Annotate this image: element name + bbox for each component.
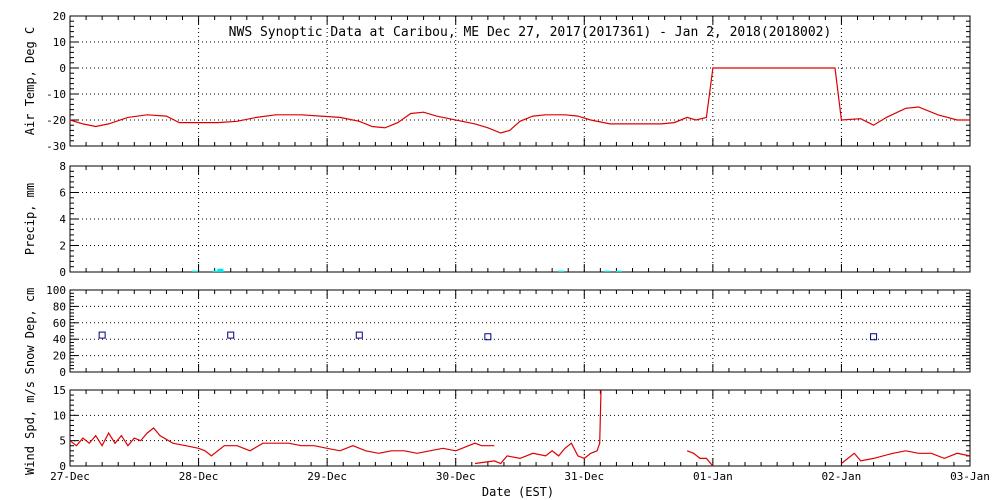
precip-bar (616, 270, 622, 272)
x-axis-label: Date (EST) (482, 485, 554, 499)
precip-ytick-label: 6 (59, 187, 66, 200)
air_temp-ytick-label: -30 (46, 140, 66, 153)
air_temp-ytick-label: -10 (46, 88, 66, 101)
snow_depth-ytick-label: 60 (53, 317, 66, 330)
air_temp-y-axis-label: Air Temp, Deg C (23, 27, 37, 135)
snow_depth-panel: 0 20 40 60 80 100 Snow Dep, cm (23, 284, 971, 379)
snow_depth-ytick-label: 20 (53, 350, 66, 363)
x-tick-label: 31-Dec (564, 470, 604, 483)
precip-bar (604, 270, 611, 272)
snow_depth-y-axis-label: Snow Dep, cm (23, 288, 37, 375)
precip-ytick-label: 4 (59, 213, 66, 226)
precip-y-axis-label: Precip, mm (23, 183, 37, 255)
snow_depth-point (484, 333, 492, 341)
snow_depth-point (98, 331, 106, 339)
precip-bar (558, 270, 565, 272)
wind_speed-series-line (841, 450, 971, 464)
wind_speed-ytick-label: 5 (59, 435, 66, 448)
x-tick-label: 03-Jan (950, 470, 990, 483)
x-tick-label: 28-Dec (179, 470, 219, 483)
air_temp-ytick-label: 20 (53, 10, 66, 23)
air_temp-ytick-label: -20 (46, 114, 66, 127)
x-tick-label: 27-Dec (50, 470, 90, 483)
x-tick-label: 01-Jan (693, 470, 733, 483)
wind_speed-series-line (69, 427, 495, 457)
snow_depth-ytick-label: 0 (59, 366, 66, 379)
x-tick-label: 29-Dec (307, 470, 347, 483)
snow_depth-ytick-label: 40 (53, 333, 66, 346)
wind_speed-ytick-label: 10 (53, 409, 66, 422)
precip-bar (212, 270, 219, 272)
air_temp-panel: -30 -20 -10 0 10 20 Air Temp, Deg C (23, 10, 971, 153)
precip-ytick-label: 0 (59, 266, 66, 279)
wind_speed-frame (69, 389, 971, 467)
wind_speed-series-line (686, 450, 714, 467)
precip-bar (217, 268, 224, 272)
air_temp-ytick-label: 10 (53, 36, 66, 49)
wind_speed-series-line (474, 389, 602, 465)
air_temp-series-line (69, 67, 970, 134)
precip-bar (191, 270, 198, 272)
precip-ytick-label: 2 (59, 240, 66, 253)
x-tick-label: 02-Jan (822, 470, 862, 483)
wind_speed-y-axis-label: Wind Spd, m/s (23, 381, 37, 475)
wind_speed-ytick-label: 0 (59, 460, 66, 473)
snow_depth-frame (69, 289, 971, 373)
snow_depth-point (870, 333, 878, 341)
wind_speed-ytick-label: 15 (53, 384, 66, 397)
snow_depth-ytick-label: 100 (46, 284, 66, 297)
snow_depth-point (355, 331, 363, 339)
chart-title: NWS Synoptic Data at Caribou, ME Dec 27,… (229, 25, 832, 40)
wind_speed-panel: 0 5 10 15 Wind Spd, m/s (23, 381, 971, 475)
x-tick-label: 30-Dec (436, 470, 476, 483)
precip-panel: 0 2 4 6 8 Precip, mm (23, 160, 971, 279)
snow_depth-point (227, 331, 235, 339)
precip-ytick-label: 8 (59, 160, 66, 173)
snow_depth-ytick-label: 80 (53, 300, 66, 313)
air_temp-ytick-label: 0 (59, 62, 66, 75)
